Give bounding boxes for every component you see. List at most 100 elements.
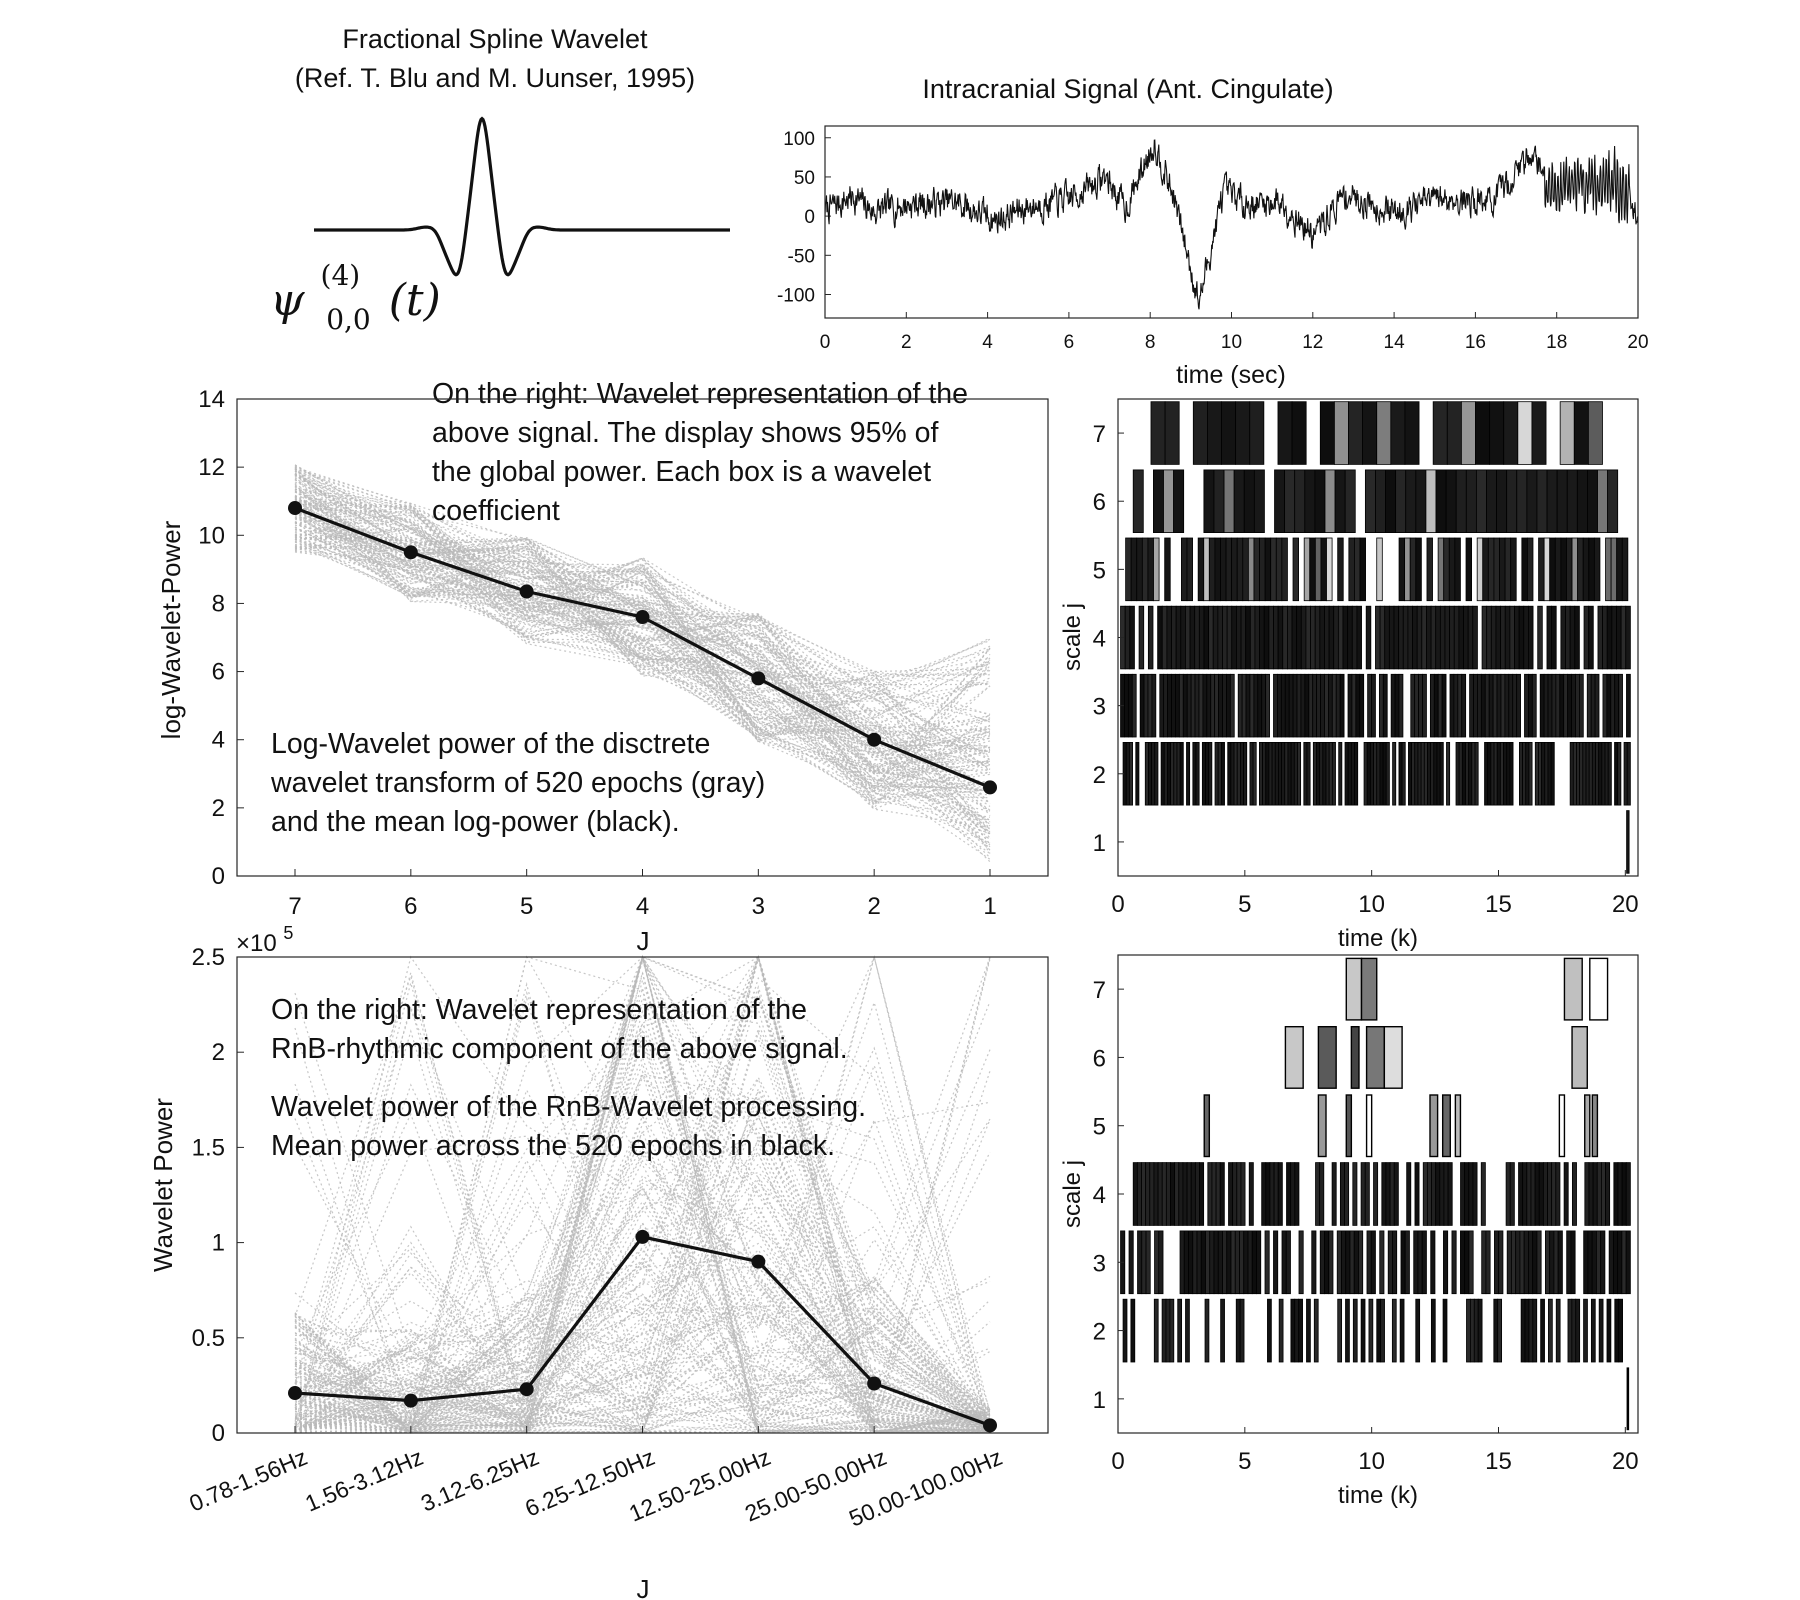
scalogram-rnb-coefficient-box xyxy=(1466,1298,1471,1363)
scalogram-full-coefficient-box xyxy=(1550,742,1555,806)
scalogram-full-coefficient-box xyxy=(1139,673,1145,738)
scalogram-rnb-coefficient-box xyxy=(1281,1230,1287,1295)
scalogram-full-coefficient-box xyxy=(1484,742,1489,806)
scalogram-full-coefficient-box xyxy=(1547,742,1552,806)
scalogram-rnb-coefficient-box xyxy=(1540,1298,1545,1363)
scalogram-full-coefficient-box xyxy=(1576,742,1581,806)
formula-psi: ψ xyxy=(270,275,305,326)
scalogram-rnb-coefficient-box xyxy=(1161,1298,1167,1363)
scalogram-full-coefficient-box xyxy=(1597,605,1603,670)
signal-ytick-label: -50 xyxy=(788,246,815,267)
scalogram-rnb-coefficient-box xyxy=(1522,1162,1528,1226)
scalogram-rnb-coefficient-box xyxy=(1391,1298,1397,1363)
wavelet-power-epoch-line xyxy=(294,1112,991,1435)
scalogram-full-coefficient-box xyxy=(1525,742,1530,806)
scalogram-rnb-coefficient-box xyxy=(1571,1298,1577,1363)
wavelet-power-epoch-line xyxy=(294,1356,991,1433)
scalogram-full-coefficient-box xyxy=(1202,673,1208,738)
log-power-epoch-line xyxy=(294,515,991,770)
scalogram-full-coefficient-box xyxy=(1235,401,1251,465)
log-power-epoch-line xyxy=(294,469,991,766)
scalogram-rnb-coefficient-box xyxy=(1228,1162,1234,1226)
scalogram-full-coefficient-box xyxy=(1601,742,1606,806)
scalogram-full-coefficient-box xyxy=(1474,742,1479,806)
scalogram-full-coefficient-box xyxy=(1257,673,1263,738)
log-power-ytick-label: 8 xyxy=(212,590,225,617)
scalogram-rnb-coefficient-box xyxy=(1571,1025,1588,1089)
scalogram-rnb-coefficient-box xyxy=(1613,1162,1619,1226)
scalogram-full-coefficient-box xyxy=(1616,537,1623,602)
scalogram-full-coefficient-box xyxy=(1359,673,1365,738)
scalogram-full-coefficient-box xyxy=(1344,742,1349,806)
log-power-epoch-line xyxy=(294,521,991,805)
scalogram-rnb-ylabel: scale j xyxy=(1059,1160,1086,1228)
scalogram-full-coefficient-box xyxy=(1208,742,1213,806)
wavelet-power-panel: 0.78-1.56Hz1.56-3.12Hz3.12-6.25Hz6.25-12… xyxy=(148,923,1049,1600)
scalogram-rnb-coefficient-box xyxy=(1621,1162,1627,1226)
log-power-ytick-label: 2 xyxy=(212,795,225,822)
scalogram-full-coefficient-box xyxy=(1625,605,1631,670)
scalogram-full-coefficient-box xyxy=(1239,742,1244,806)
scalogram-full-coefficient-box xyxy=(1623,742,1628,806)
scalogram-rnb-coefficient-box xyxy=(1545,1230,1551,1295)
signal-xlabel: time (sec) xyxy=(1176,361,1286,389)
scalogram-full-coefficient-box xyxy=(1409,537,1417,602)
scalogram-full-coefficient-box xyxy=(1382,673,1388,738)
scalogram-full-coefficient-box xyxy=(1292,673,1298,738)
scalogram-rnb-coefficient-box xyxy=(1365,1094,1373,1158)
scalogram-full-coefficient-box xyxy=(1253,673,1259,738)
log-power-mean-marker xyxy=(635,610,650,625)
scalogram-full-coefficient-box xyxy=(1465,537,1473,602)
scalogram-full-coefficient-box xyxy=(1565,605,1571,670)
wavelet-power-epoch-line xyxy=(294,978,991,1434)
scalogram-full-coefficient-box xyxy=(1131,673,1137,738)
scalogram-rnb-coefficient-box xyxy=(1600,1162,1606,1226)
wavelet-power-epoch-line xyxy=(294,1008,991,1434)
scalogram-rnb-coefficient-box xyxy=(1591,1094,1599,1158)
scalogram-full-coefficient-box xyxy=(1484,673,1490,738)
scalogram-rnb-ytick-label: 4 xyxy=(1093,1182,1106,1209)
scalogram-rnb-coefficient-box xyxy=(1186,1162,1192,1226)
wavelet-power-epoch-line xyxy=(294,1248,991,1434)
scalogram-rnb-coefficient-box xyxy=(1439,1162,1445,1226)
scalogram-rnb-coefficient-box xyxy=(1625,1162,1631,1226)
wavelet-power-epoch-line xyxy=(294,1313,991,1429)
scalogram-full-coefficient-box xyxy=(1147,605,1154,670)
scalogram-rnb-coefficient-box xyxy=(1592,1162,1598,1226)
scalogram-rnb-coefficient-box xyxy=(1373,1162,1379,1226)
scalogram-full-coefficient-box xyxy=(1506,469,1518,533)
wavelet-power-epoch-line xyxy=(294,1046,991,1432)
signal-xtick-label: 10 xyxy=(1221,332,1242,353)
scalogram-full-coefficient-box xyxy=(1319,742,1324,806)
scalogram-rnb-coefficient-box xyxy=(1345,1298,1350,1363)
scalogram-full-coefficient-box xyxy=(1364,469,1376,533)
log-power-epoch-line xyxy=(294,468,991,754)
scalogram-rnb-coefficient-box xyxy=(1481,1230,1487,1295)
scalogram-full-coefficient-box xyxy=(1458,605,1464,670)
scalogram-full-coefficient-box xyxy=(1393,605,1400,670)
scalogram-full-coefficient-box xyxy=(1124,605,1131,670)
scalogram-rnb-coefficient-box xyxy=(1591,1230,1597,1295)
annotation-bot-3: Wavelet power of the RnB-Wavelet process… xyxy=(271,1091,866,1123)
annotation-mid-right-4: coefficient xyxy=(432,495,560,527)
scalogram-rnb-coefficient-box xyxy=(1298,1298,1303,1363)
scalogram-full-coefficient-box xyxy=(1270,537,1277,602)
scalogram-full-coefficient-box xyxy=(1408,742,1413,806)
scalogram-full-coefficient-box xyxy=(1566,537,1573,602)
scalogram-rnb-coefficient-box xyxy=(1290,1298,1296,1363)
scalogram-full-coefficient-box xyxy=(1254,605,1260,670)
scalogram-full-coefficient-box xyxy=(1582,537,1590,602)
scalogram-rnb-coefficient-box xyxy=(1464,1162,1470,1226)
scalogram-rnb-coefficient-box xyxy=(1555,1298,1561,1363)
scalogram-full-coefficient-box xyxy=(1571,537,1579,602)
scalogram-full-coefficient-box xyxy=(1210,673,1216,738)
scalogram-rnb-coefficient-box xyxy=(1247,1230,1253,1295)
scalogram-full-coefficient-box xyxy=(1243,469,1255,533)
scalogram-full-coefficient-box xyxy=(1201,742,1206,806)
scalogram-full-coefficient-box xyxy=(1274,469,1286,533)
scalogram-full-coefficient-box xyxy=(1308,673,1314,738)
scalogram-rnb-coefficient-box xyxy=(1261,1162,1267,1226)
signal-xtick-label: 18 xyxy=(1546,332,1567,353)
wavelet-power-epoch-line xyxy=(294,1076,991,1425)
